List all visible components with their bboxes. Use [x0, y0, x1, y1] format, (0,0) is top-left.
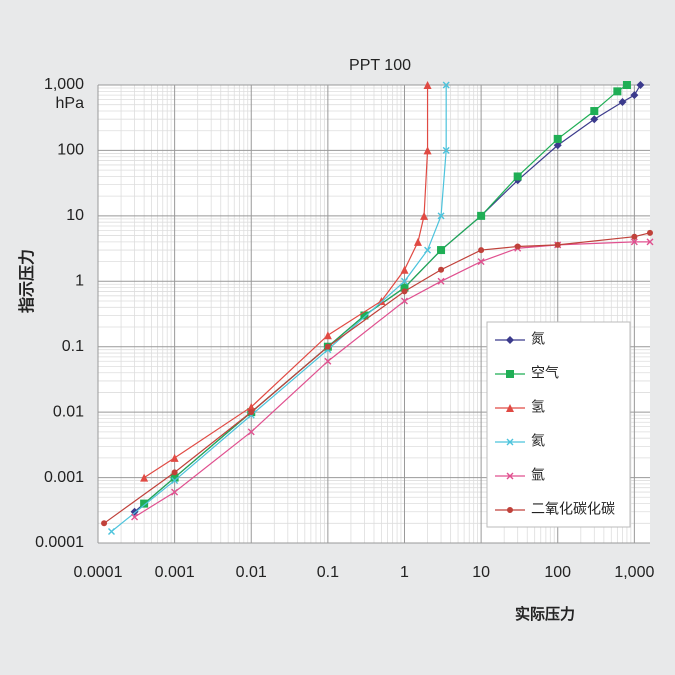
marker [171, 469, 178, 476]
x-tick-label: 0.1 [317, 564, 339, 581]
x-tick-label: 100 [544, 564, 571, 581]
marker [630, 238, 638, 246]
marker [553, 134, 562, 143]
marker [478, 247, 485, 254]
marker [424, 246, 432, 254]
marker [437, 212, 445, 220]
marker [506, 404, 514, 412]
marker [247, 402, 256, 411]
marker [171, 488, 179, 496]
marker [248, 409, 255, 416]
x-tick-label: 0.001 [155, 564, 195, 581]
marker [514, 243, 521, 250]
y-tick-label: 1,000 [44, 76, 84, 93]
marker [324, 357, 332, 365]
y-tick-label: 1 [75, 273, 84, 290]
marker [507, 507, 513, 513]
marker [630, 91, 639, 100]
marker [423, 81, 432, 89]
legend-label: 氦 [531, 433, 545, 449]
marker [413, 237, 422, 246]
marker [438, 266, 445, 273]
marker [400, 297, 408, 305]
marker [360, 311, 369, 320]
marker [554, 241, 561, 248]
x-axis-label: 实际压力 [515, 605, 575, 623]
marker [247, 428, 255, 436]
marker [618, 97, 627, 106]
y-tick-label: 10 [66, 207, 84, 224]
x-tick-label: 1,000 [614, 564, 654, 581]
x-tick-label: 0.0001 [74, 564, 123, 581]
marker [506, 438, 514, 446]
marker [107, 527, 115, 535]
marker [647, 229, 653, 236]
marker [140, 499, 149, 508]
y-unit: hPa [56, 95, 85, 112]
marker [636, 81, 645, 89]
chart-title: PPT 100 [349, 57, 411, 74]
marker [130, 507, 139, 516]
series-line [143, 85, 429, 479]
y-tick-label: 0.01 [53, 403, 84, 420]
marker [631, 233, 638, 240]
y-tick-label: 0.001 [44, 469, 84, 486]
x-tick-label: 1 [400, 564, 409, 581]
marker [400, 277, 408, 285]
marker [442, 146, 450, 154]
marker [420, 211, 429, 220]
marker [400, 265, 409, 274]
marker [324, 343, 331, 350]
marker [477, 211, 486, 220]
y-axis-label: 指示压力 [17, 249, 36, 313]
marker [477, 258, 485, 266]
legend-label: 空气 [531, 365, 559, 381]
marker [437, 277, 445, 285]
marker [506, 370, 514, 378]
marker [101, 520, 108, 527]
marker [506, 336, 514, 344]
marker [613, 87, 622, 96]
marker [590, 115, 599, 124]
marker [170, 473, 179, 482]
y-tick-label: 0.1 [62, 338, 84, 355]
marker [442, 81, 450, 89]
marker [323, 331, 332, 340]
legend-label: 氢 [531, 399, 545, 415]
marker [401, 288, 408, 295]
marker [170, 453, 179, 462]
marker [553, 141, 562, 150]
marker [513, 172, 522, 181]
marker [171, 477, 179, 485]
marker [437, 246, 446, 255]
marker [646, 238, 654, 246]
marker [400, 283, 409, 292]
marker [140, 473, 149, 482]
y-tick-label: 0.0001 [35, 534, 84, 551]
marker [622, 81, 631, 89]
legend-label: 氩 [531, 467, 545, 483]
marker [506, 472, 514, 480]
marker [423, 146, 432, 155]
x-tick-label: 10 [472, 564, 490, 581]
marker [131, 513, 139, 521]
marker [590, 107, 599, 116]
x-tick-label: 0.01 [236, 564, 267, 581]
y-tick-label: 100 [57, 142, 84, 159]
legend-label: 氮 [531, 331, 545, 347]
legend-label: 二氧化碳化碳 [531, 501, 615, 517]
legend-box [486, 321, 631, 528]
